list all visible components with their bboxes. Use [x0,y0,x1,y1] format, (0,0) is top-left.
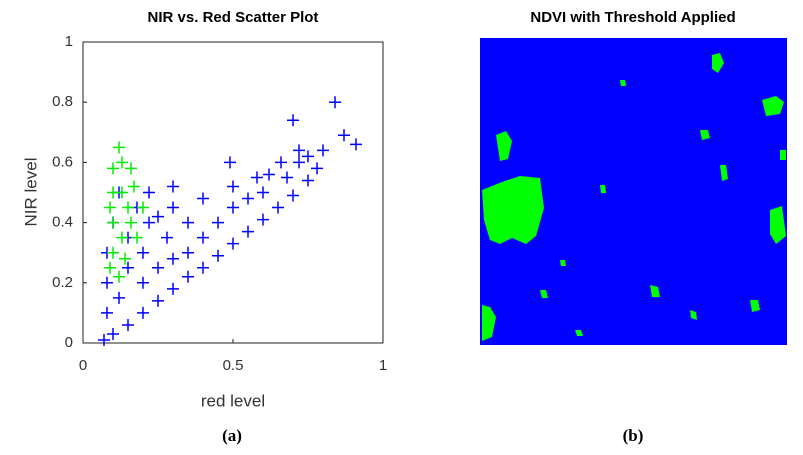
scatter-point [101,306,113,319]
scatter-point [113,291,125,304]
scatter-point [302,174,314,187]
scatter-point [257,186,269,199]
scatter-point [293,156,305,169]
scatter-point [167,180,179,193]
scatter-point [137,276,149,289]
y-tick-label: 0.8 [52,93,73,110]
scatter-point [152,210,164,223]
scatter-point [272,201,284,214]
y-axis-label: NIR level [21,158,40,227]
y-tick-label: 0 [65,334,73,351]
chart-title: NDVI with Threshold Applied [530,9,735,26]
caption: (a) [222,426,242,445]
scatter-point [152,261,164,274]
scatter-point [107,216,119,229]
x-axis-label: red level [201,391,265,410]
chart-title: NIR vs. Red Scatter Plot [148,9,319,26]
x-tick-label: 0 [79,357,87,374]
scatter-point [161,231,173,244]
scatter-point [104,261,116,274]
scatter-point [293,144,305,157]
scatter-point [311,162,323,175]
ndvi-specks [482,53,786,341]
scatter-point [125,216,137,229]
scatter-point [113,270,125,283]
scatter-point [143,216,155,229]
scatter-point [317,144,329,157]
scatter-point [197,231,209,244]
scatter-point [224,156,236,169]
scatter-point [212,216,224,229]
scatter-point [275,156,287,169]
scatter-point [329,96,341,109]
scatter-point [227,237,239,250]
scatter-point [167,252,179,265]
scatter-point [257,213,269,226]
y-tick-label: 0.6 [52,153,73,170]
scatter-point [281,171,293,184]
scatter-point [242,225,254,238]
x-tick-label: 1 [379,357,387,374]
scatter-point [338,129,350,142]
y-tick-label: 0.2 [52,274,73,291]
scatter-point [131,231,143,244]
scatter-point [98,333,110,346]
scatter-point [350,138,362,151]
caption: (b) [623,426,644,445]
scatter-point [116,156,128,169]
scatter-point [302,150,314,163]
scatter-point [167,282,179,295]
scatter-point [116,186,128,199]
scatter-point [182,270,194,283]
scatter-point [182,246,194,259]
scatter-point [101,276,113,289]
scatter-point [128,180,140,193]
scatter-point [107,327,119,340]
scatter-point [152,294,164,307]
scatter-point [116,231,128,244]
scatter-point [137,246,149,259]
scatter-point [227,180,239,193]
scatter-point [107,162,119,175]
scatter-point [122,201,134,214]
scatter-point [263,168,275,181]
scatter-point [197,261,209,274]
scatter-point [125,162,137,175]
scatter-point [137,201,149,214]
scatter-point [197,192,209,205]
scatter-point [227,201,239,214]
x-tick-label: 0.5 [223,357,244,374]
scatter-point [287,114,299,127]
scatter-point [122,318,134,331]
scatter-point [119,252,131,265]
scatter-point [143,186,155,199]
scatter-point [251,171,263,184]
scatter-point [107,246,119,259]
scatter-point [122,261,134,274]
scatter-point [104,201,116,214]
scatter-point [167,201,179,214]
scatter-point [212,249,224,262]
scatter-point [182,216,194,229]
scatter-point [137,306,149,319]
plot-frame [82,41,384,344]
scatter-point [242,192,254,205]
y-tick-label: 0.4 [52,214,73,231]
y-tick-label: 1 [65,33,73,50]
scatter-point [287,189,299,202]
scatter-point [113,141,125,154]
